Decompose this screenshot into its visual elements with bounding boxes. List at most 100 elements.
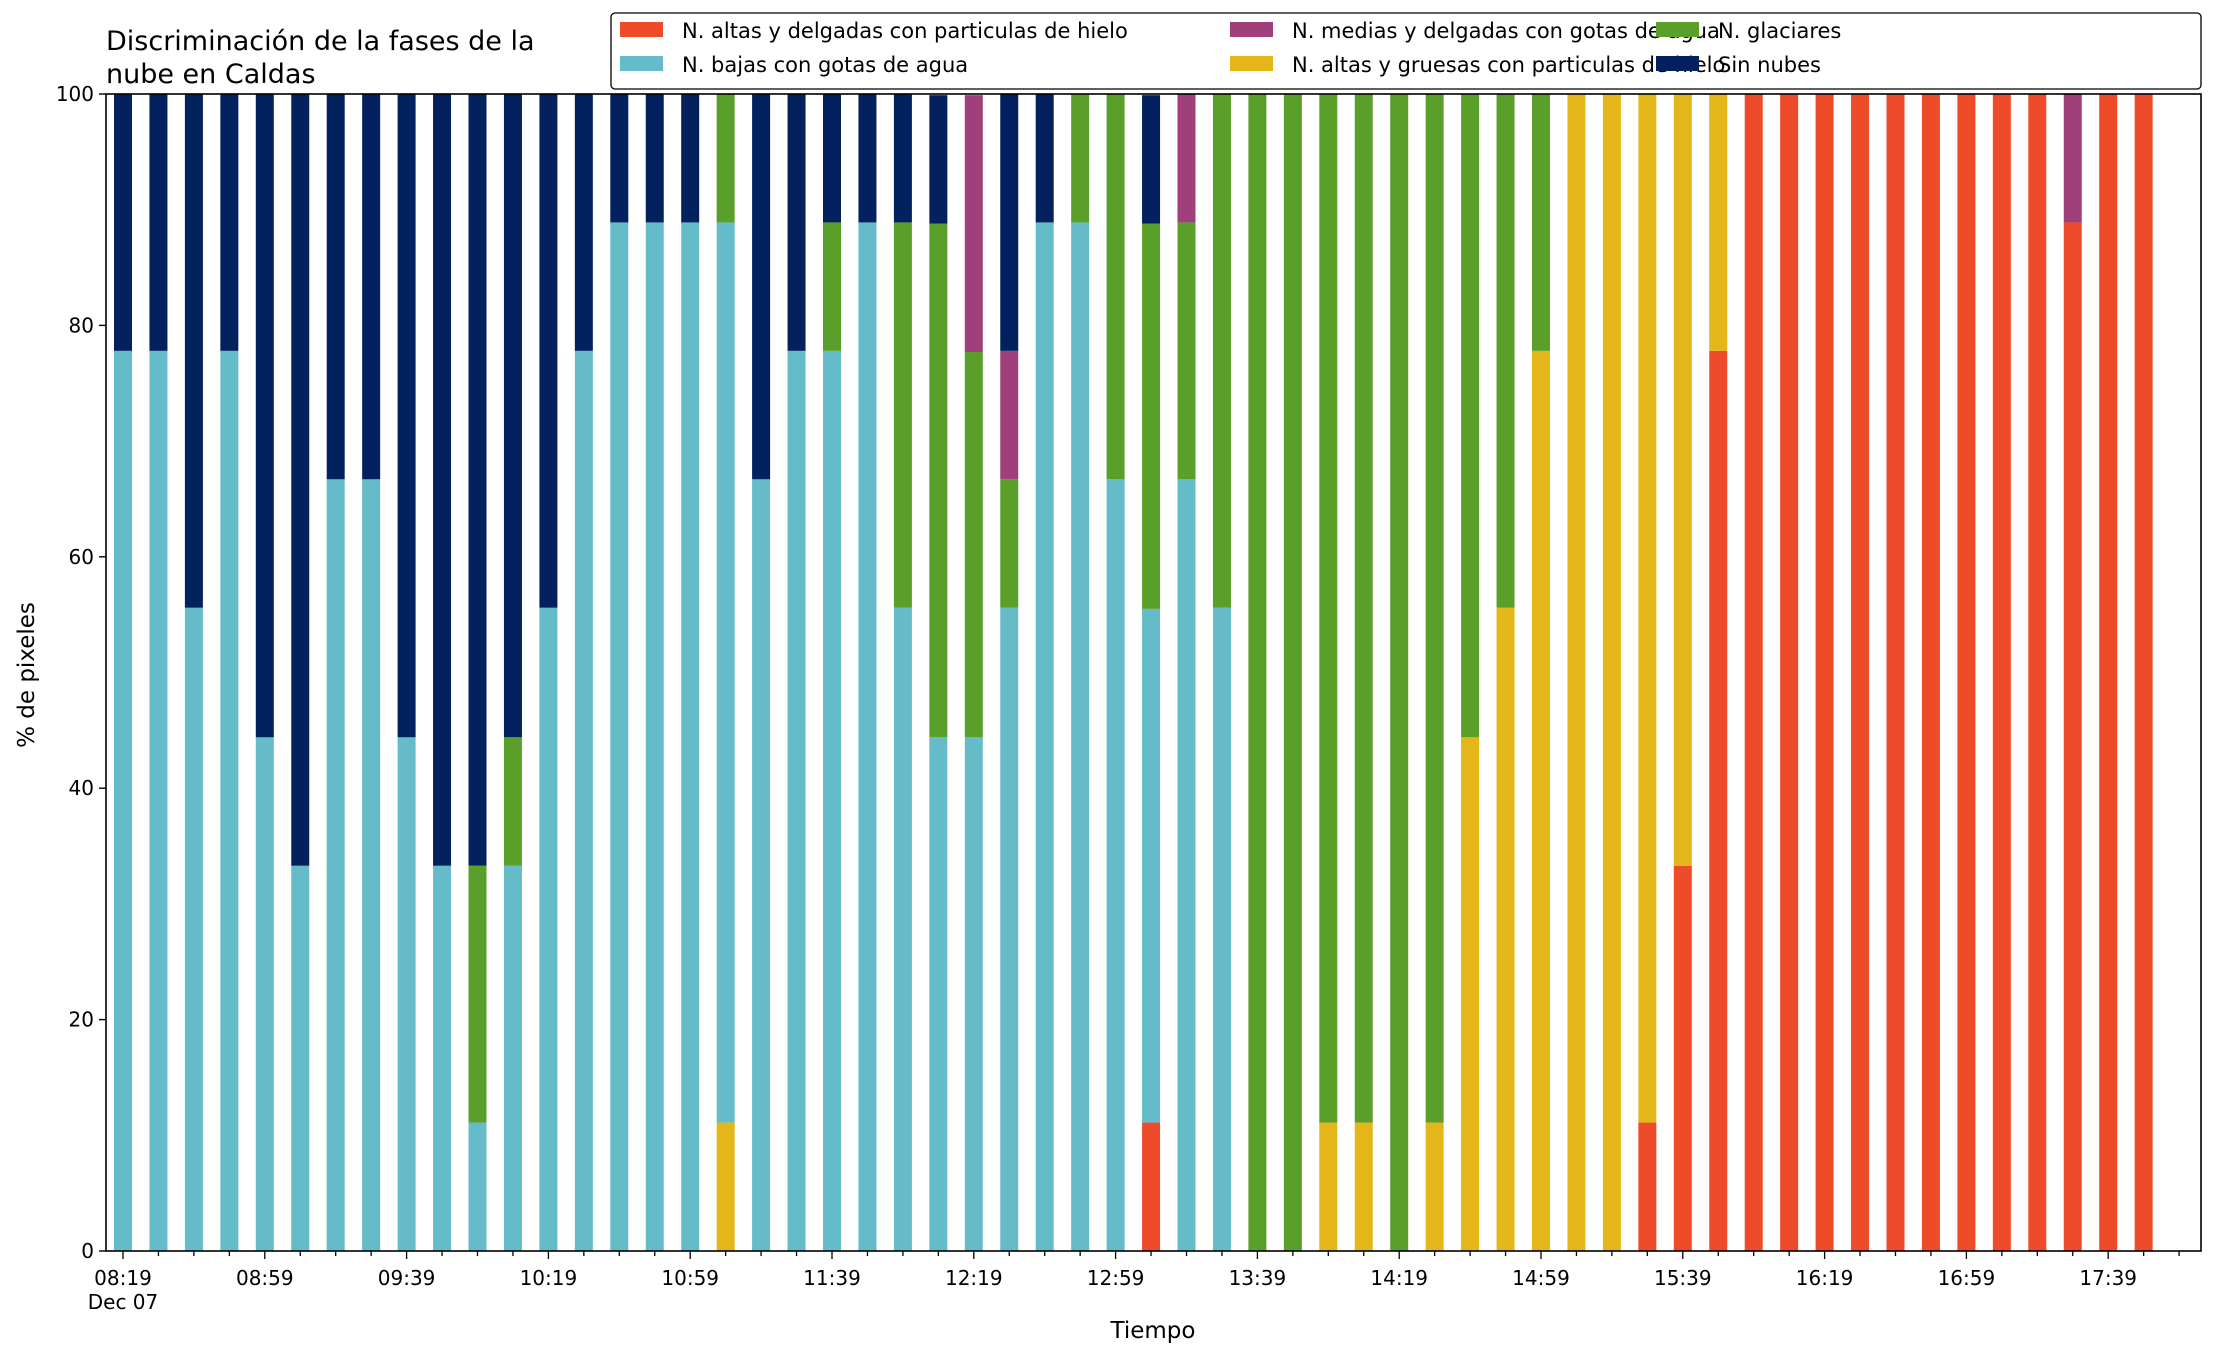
bar-segment [929,737,948,1251]
x-tick-label: 14:59 [1512,1266,1570,1290]
x-tick-label: 08:19 [94,1266,152,1290]
chart-title-line-2: nube en Caldas [106,59,316,90]
bar-segment [468,865,487,1123]
y-tick-label: 60 [69,545,94,569]
x-tick-label: 16:59 [1938,1266,1996,1290]
legend-box [610,12,2202,90]
bar-segment [1319,1122,1338,1251]
bar-segment [149,94,168,351]
bar-segment [1532,350,1550,1252]
x-tick-label: 10:19 [520,1266,578,1290]
x-tick-label: 12:19 [945,1266,1003,1290]
bar-segment [964,737,983,1251]
bar-segment [1673,94,1692,866]
bar-segment [645,94,664,223]
x-axis-label: Tiempo [1110,1318,1196,1344]
bar-segment [1780,94,1799,1251]
bar-segment [1461,737,1480,1251]
bar-segment [787,350,806,1252]
bar-segment [574,350,593,1252]
bar-segment [291,865,310,1251]
x-tick-label: 14:19 [1370,1266,1428,1290]
bar-segment [2028,94,2047,1251]
bar-segment [1638,1122,1657,1251]
y-tick-label: 0 [81,1239,94,1263]
bar-segment [716,94,735,223]
bar-segment [184,607,203,1251]
bar-segment [1744,94,1763,1251]
y-tick-label: 40 [69,776,94,800]
bar-segment [2134,94,2153,1251]
bar-segment [574,94,593,351]
bar-segment [1354,1122,1373,1251]
bar-segment [1000,479,1019,608]
axes-layer: 0 20 40 60 80 100 08:19 08:59 09:39 10:19 10:59 11:… [56,82,2202,1290]
bar-segment [964,95,983,353]
bar-segment [1283,94,1302,1251]
bar-segment [1709,350,1728,1252]
bar-segment [362,479,381,1251]
bar-segment [610,94,629,223]
bar-segment [1142,1122,1161,1251]
bar-segment [1177,222,1196,480]
x-tick-label: 17:39 [2079,1266,2137,1290]
bar-segment [1851,94,1870,1251]
bar-segment [1992,94,2011,1251]
bar-segment [1000,94,1019,351]
bar-segment [681,94,700,223]
bar-segment [1425,1122,1444,1251]
bar-segment [823,94,841,223]
chart-title-line-1: Discriminación de la fases de la [106,26,535,57]
bar-segment [397,94,416,738]
x-tick-label: 08:59 [236,1266,294,1290]
bar-segment [1035,94,1054,223]
bar-segment [503,94,522,738]
bar-segment [468,94,487,866]
bar-segment [1248,94,1267,1251]
bar-segment [1390,94,1409,1251]
x-tick-label: 15:39 [1654,1266,1712,1290]
bar-segment [1957,94,1976,1251]
bar-segment [681,222,700,1252]
bar-segment [1142,223,1161,609]
legend-label: N. medias y delgadas con gotas de agua [1292,19,1720,43]
bar-segment [1177,479,1196,1251]
bar-segment [503,737,522,866]
y-axis-label: % de pixeles [14,602,40,748]
x-tick-label: 09:39 [378,1266,436,1290]
bar-segment [716,1122,735,1251]
bar-segment [539,94,558,608]
legend-swatch [1656,56,1699,71]
bar-segment [893,222,912,608]
x-axis-date-label: Dec 07 [88,1290,159,1314]
bar-segment [1496,94,1515,608]
bar-segment [539,607,558,1251]
bar-segment [752,94,771,480]
y-tick-label: 100 [56,82,94,106]
bar-segment [1319,94,1338,1123]
bar-segment [893,607,912,1251]
bars-layer [114,94,2153,1252]
bar-segment [1354,94,1373,1123]
bar-segment [823,350,841,1252]
bar-segment [1886,94,1905,1251]
bar-segment [1177,94,1196,223]
legend-label: N. bajas con gotas de agua [682,53,968,77]
legend-label: N. altas y gruesas con particulas de hie… [1292,53,1725,77]
bar-segment [1425,94,1444,1123]
bar-segment [1496,607,1515,1251]
x-tick-label: 16:19 [1796,1266,1854,1290]
bar-segment [752,479,771,1251]
bar-segment [220,94,239,351]
legend-swatch [620,56,663,71]
bar-segment [610,222,629,1252]
bar-segment [468,1122,487,1251]
x-tick-label: 12:59 [1087,1266,1145,1290]
bar-segment [893,94,912,223]
bar-segment [2063,222,2082,1252]
legend-label: N. altas y delgadas con particulas de hi… [682,19,1128,43]
bar-segment [1071,94,1090,223]
bar-segment [433,94,452,866]
bar-segment [1000,350,1019,480]
